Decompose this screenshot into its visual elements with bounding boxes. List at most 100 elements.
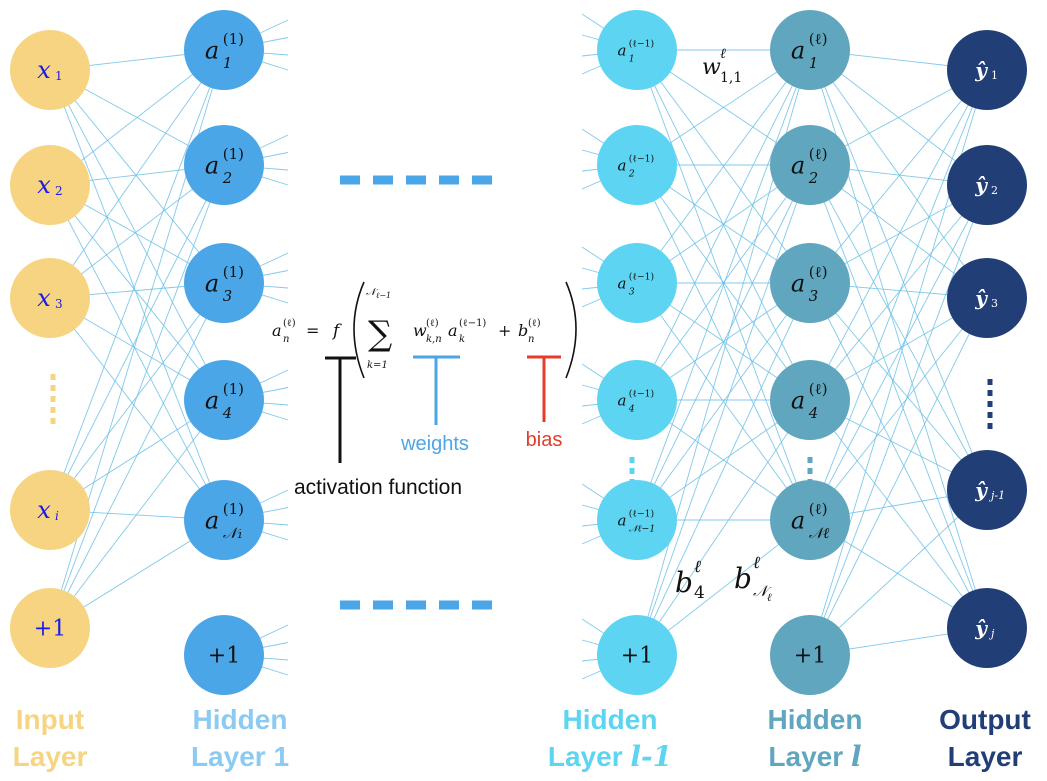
hidden-prev-label-1: Hidden (563, 704, 658, 735)
hidden1-node-1-label: a (205, 36, 219, 64)
edge-input-h1 (49, 184, 225, 521)
hidden-prev-node-2-label: a (618, 156, 627, 174)
layer-labels: Input Layer Hidden Layer 1 Hidden Layer … (13, 704, 1031, 773)
edge-hp-hl (636, 399, 811, 656)
hidden-l-node-1-label: a (791, 36, 805, 64)
edge-hl-out (809, 69, 988, 401)
output-node-sub: 2 (991, 184, 998, 197)
input-node-circle (10, 258, 90, 338)
equation-weight-sub: k,n (426, 334, 442, 345)
hidden1-node-1-sub: 1 (223, 54, 232, 72)
edge-hl-out (809, 184, 988, 656)
hidden-prev-bias-node-circle (597, 615, 677, 695)
equation-lhs: a (272, 321, 282, 340)
hidden-prev-node-1-sup: (ℓ−1) (629, 38, 654, 49)
hidden-prev-label-prefix: Layer (548, 741, 631, 772)
vertical-ellipsis-dot (50, 385, 56, 391)
hidden1-node-N: a (1) 𝒩₁ (184, 480, 264, 560)
edge-hl-out (809, 164, 988, 491)
edge-hl-out (809, 282, 988, 491)
hidden-l-node-3-circle (770, 243, 850, 323)
hidden1-node-1-circle (184, 10, 264, 90)
hidden-prev-node-3-circle (597, 243, 677, 323)
hidden-l-node-1-sup: (ℓ) (809, 30, 828, 48)
hidden-prev-node-1-circle (597, 10, 677, 90)
edge-hp-hl (636, 164, 811, 521)
equation-sum-upper: 𝒩 (366, 287, 379, 298)
hidden1-node-N-sub: 𝒩₁ (223, 524, 243, 542)
input-node-sub: 2 (55, 184, 63, 198)
hidden1-node-2-sub: 2 (222, 169, 232, 187)
equation-a-k: a (448, 321, 458, 340)
hidden-l-node-4-sup: (ℓ) (809, 380, 828, 398)
weight-label-w11-sub: 1,1 (720, 70, 742, 86)
bias-label-bN: b (734, 562, 752, 595)
bias-label-bN-subsub: ℓ (767, 591, 772, 604)
hidden-prev-node-1-sub: 1 (629, 53, 635, 64)
edge-input-h1 (49, 282, 225, 629)
equation-equals: = (306, 321, 319, 340)
hidden-prev-node-3-label: a (618, 274, 627, 292)
output-node-label: ŷ (974, 173, 988, 197)
input-node-label: x (37, 171, 51, 199)
hidden-l-bias-node-circle (770, 615, 850, 695)
vertical-ellipsis-dot (987, 390, 993, 396)
weights-label: weights (400, 433, 469, 455)
edge-input-h1 (49, 164, 225, 629)
hidden-l-node-N: a (ℓ) 𝒩ℓ (770, 480, 850, 560)
input-node-sub: 1 (55, 69, 63, 83)
weight-label-w11: w (702, 55, 721, 80)
vertical-ellipsis-dot (629, 468, 635, 474)
edge-hl-out (809, 297, 988, 656)
hidden1-node-2-sup: (1) (223, 145, 244, 163)
vertical-ellipsis-dot (987, 379, 993, 385)
hidden-l-node-3: a (ℓ) 3 (770, 243, 850, 323)
hidden-l-node-N-circle (770, 480, 850, 560)
hidden-prev-node-N-sub: 𝒩ℓ−1 (629, 523, 655, 534)
output-layer-label-1: Output (939, 704, 1031, 735)
hidden-l-node-2: a (ℓ) 2 (770, 125, 850, 205)
input-layer-label-2: Layer (13, 741, 88, 772)
equation-lhs-sup: (ℓ) (283, 318, 296, 329)
output-node-sub: 1 (991, 69, 998, 82)
bias-label-bN-sub: 𝒩 (753, 582, 772, 600)
vertical-ellipsis-dot (50, 396, 56, 402)
output-node-label: ŷ (974, 616, 988, 640)
edge-hp-hl (636, 164, 811, 656)
output-node-sub: 3 (991, 297, 998, 310)
equation-bias-sub: n (528, 334, 534, 345)
hidden1-node-4-circle (184, 360, 264, 440)
edge-input-h1 (49, 69, 225, 401)
hidden-prev-node-4-label: a (618, 391, 627, 409)
hidden1-bias-node-label: +1 (208, 644, 240, 669)
input-layer-label-1: Input (16, 704, 84, 735)
hidden-l-node-N-sup: (ℓ) (809, 500, 828, 518)
edge-hp-hl (636, 164, 811, 401)
neuron-equation: a n (ℓ) = f 𝒩 ℓ−1 ∑ k=1 w (ℓ) k,n a (ℓ−1… (272, 281, 577, 463)
output-node-label: ŷ (974, 286, 988, 310)
hidden1-node-4: a (1) 4 (184, 360, 264, 440)
edge-hl-out (809, 164, 988, 629)
hidden-prev-node-4-sub: 4 (628, 403, 635, 414)
input-node-circle (10, 470, 90, 550)
equation-weight-w: w (413, 321, 427, 340)
hidden-l-bias-node-label: +1 (794, 644, 826, 669)
hidden-prev-node-2: a (ℓ−1) 2 (597, 125, 677, 205)
hidden-l-node-N-label: a (791, 506, 805, 534)
edge-hl-out (809, 69, 988, 521)
edge-hl-out (809, 184, 988, 401)
hidden1-bias-node: +1 (184, 615, 264, 695)
edge-hl-out (809, 69, 988, 284)
bias-label: bias (526, 429, 563, 451)
hidden-l-node-2-sub: 2 (808, 169, 818, 187)
hidden1-label-1: Hidden (193, 704, 288, 735)
output-layer-label-2: Layer (948, 741, 1023, 772)
hidden1-node-N-label: a (205, 506, 219, 534)
vertical-ellipsis-dot (807, 468, 813, 474)
hidden-l-node-3-sup: (ℓ) (809, 263, 828, 281)
